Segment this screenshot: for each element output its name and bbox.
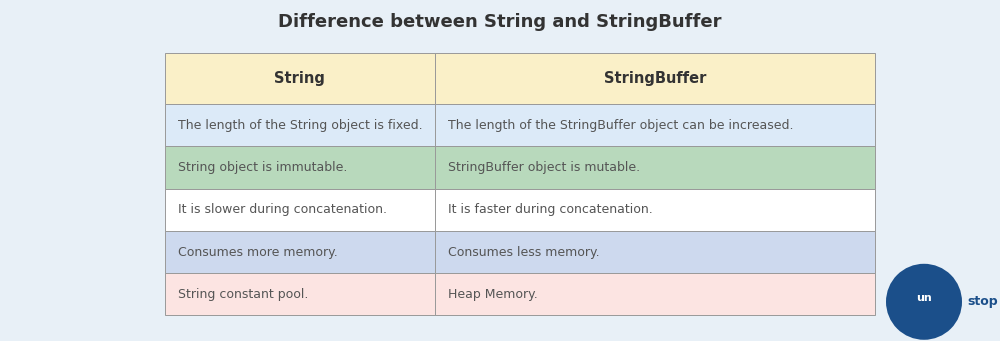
Bar	[165, 189, 435, 231]
Text: Consumes less memory.: Consumes less memory.	[448, 246, 599, 258]
Text: The length of the String object is fixed.: The length of the String object is fixed…	[178, 119, 423, 132]
Bar	[435, 189, 875, 231]
Text: StringBuffer object is mutable.: StringBuffer object is mutable.	[448, 161, 640, 174]
Text: String constant pool.: String constant pool.	[178, 288, 308, 301]
Text: It is faster during concatenation.: It is faster during concatenation.	[448, 203, 653, 216]
Bar	[435, 231, 875, 273]
Text: stop: stop	[967, 295, 998, 308]
Bar	[165, 273, 435, 315]
Text: un: un	[916, 293, 932, 303]
Text: StringBuffer: StringBuffer	[604, 71, 706, 86]
Text: String object is immutable.: String object is immutable.	[178, 161, 347, 174]
Bar	[435, 146, 875, 189]
Bar	[165, 104, 435, 146]
Text: It is slower during concatenation.: It is slower during concatenation.	[178, 203, 387, 216]
Text: Difference between String and StringBuffer: Difference between String and StringBuff…	[278, 13, 722, 31]
Text: Heap Memory.: Heap Memory.	[448, 288, 538, 301]
Text: String: String	[274, 71, 325, 86]
Ellipse shape	[886, 264, 962, 340]
Bar	[165, 231, 435, 273]
Text: Consumes more memory.: Consumes more memory.	[178, 246, 338, 258]
Text: The length of the StringBuffer object can be increased.: The length of the StringBuffer object ca…	[448, 119, 793, 132]
Bar	[165, 146, 435, 189]
Bar	[435, 104, 875, 146]
Bar	[435, 53, 875, 104]
Bar	[165, 53, 435, 104]
Bar	[435, 273, 875, 315]
